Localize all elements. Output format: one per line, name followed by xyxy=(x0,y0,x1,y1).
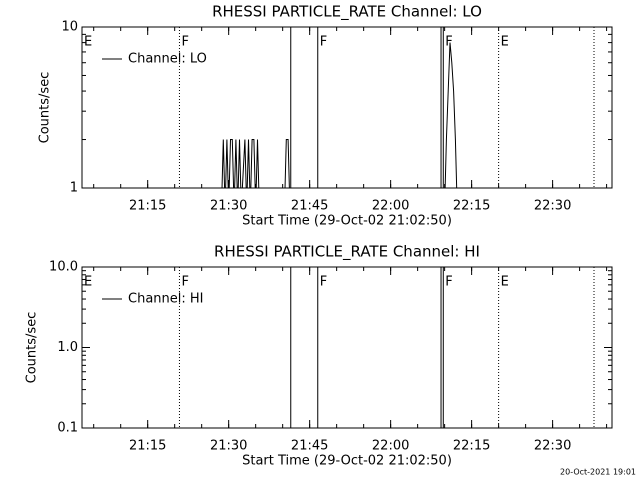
x-tick-label: 21:45 xyxy=(291,439,328,454)
x-tick-label: 22:00 xyxy=(372,439,409,454)
x-axis-title: Start Time (29-Oct-02 21:02:50) xyxy=(242,214,452,229)
x-tick-label: 22:30 xyxy=(534,439,571,454)
chart-title: RHESSI PARTICLE_RATE Channel: HI xyxy=(214,243,480,262)
y-tick-label: 0.1 xyxy=(57,421,78,436)
x-tick-label: 21:30 xyxy=(210,439,247,454)
flag-label: F xyxy=(181,35,188,50)
flag-label: E xyxy=(501,275,509,290)
flag-label: E xyxy=(84,35,92,50)
y-tick-label: 1 xyxy=(70,181,78,196)
x-tick-label: 21:30 xyxy=(210,199,247,214)
plot-frame xyxy=(81,26,613,189)
y-axis-title: Counts/sec xyxy=(38,72,53,144)
legend-label: Channel: HI xyxy=(128,292,204,307)
x-tick-label: 21:45 xyxy=(291,199,328,214)
flag-label: F xyxy=(181,275,188,290)
flag-label: E xyxy=(84,275,92,290)
y-axis-title: Counts/sec xyxy=(25,312,40,384)
x-axis-title: Start Time (29-Oct-02 21:02:50) xyxy=(242,454,452,469)
flag-label: E xyxy=(501,35,509,50)
x-tick-label: 21:15 xyxy=(129,199,166,214)
y-tick-label: 1.0 xyxy=(57,340,78,355)
y-tick-label: 10 xyxy=(61,20,78,35)
flag-label: F xyxy=(445,275,452,290)
footer: 20-Oct-2021 19:01 xyxy=(560,468,636,477)
y-tick-label: 10.0 xyxy=(49,260,78,275)
x-tick-label: 22:15 xyxy=(453,199,490,214)
chart-title: RHESSI PARTICLE_RATE Channel: LO xyxy=(212,3,482,22)
x-tick-label: 22:30 xyxy=(534,199,571,214)
x-tick-label: 22:15 xyxy=(453,439,490,454)
legend-label: Channel: LO xyxy=(128,52,207,67)
x-tick-label: 22:00 xyxy=(372,199,409,214)
flag-label: F xyxy=(445,35,452,50)
x-tick-label: 21:15 xyxy=(129,439,166,454)
flag-label: F xyxy=(320,275,327,290)
flag-label: F xyxy=(320,35,327,50)
data-line xyxy=(221,42,458,188)
